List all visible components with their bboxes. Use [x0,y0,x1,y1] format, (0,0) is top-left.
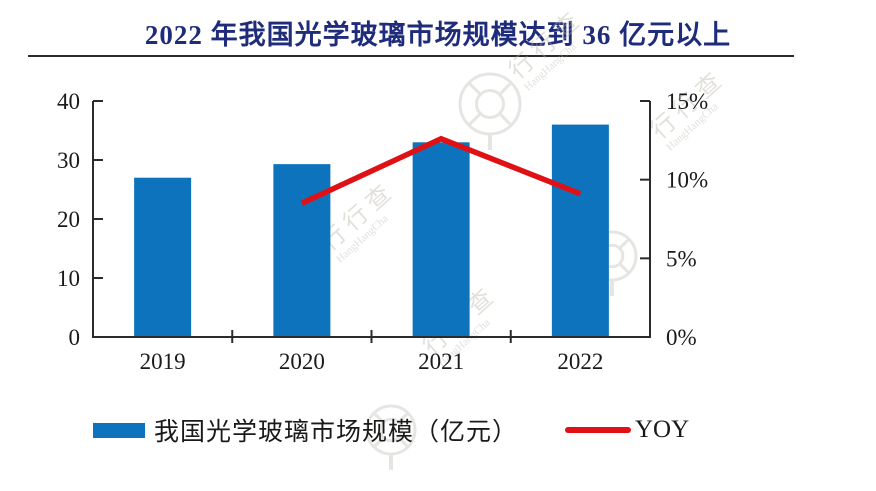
legend: 我国光学玻璃市场规模（亿元） YOY [0,413,876,447]
title-divider [28,55,794,57]
line-legend-label: YOY [635,416,690,443]
bar-2020 [273,164,331,337]
x-axis-category-label: 2021 [418,349,464,374]
watermark-logo-icon [365,404,417,470]
left-axis-tick-label: 30 [57,148,80,173]
chart-title: 2022 年我国光学玻璃市场规模达到 36 亿元以上 [144,20,732,50]
left-axis-tick-label: 40 [57,89,80,114]
right-axis-tick-label: 0% [666,325,697,350]
x-axis-category-label: 2019 [140,349,186,374]
bar-2021 [412,142,470,337]
bar-2022 [551,124,609,337]
right-axis-tick-label: 5% [666,246,697,271]
right-axis-tick-label: 10% [666,168,708,193]
left-axis-tick-label: 20 [57,207,80,232]
bar-legend-label: 我国光学玻璃市场规模（亿元） [154,419,519,446]
yoy-line [300,135,582,206]
watermark-logo-icon [458,72,522,150]
legend-item-yoy: YOY [565,413,689,447]
right-axis-tick-label: 15% [666,89,708,114]
left-axis-tick-label: 0 [69,325,81,350]
left-axis-tick-label: 10 [57,266,80,291]
bar-legend-swatch [93,422,145,438]
bar-2019 [134,177,192,337]
line-legend-swatch [565,427,631,433]
x-axis-category-label: 2022 [557,349,603,374]
x-axis-category-label: 2020 [279,349,325,374]
legend-item-market-size: 我国光学玻璃市场规模（亿元） [93,413,518,447]
